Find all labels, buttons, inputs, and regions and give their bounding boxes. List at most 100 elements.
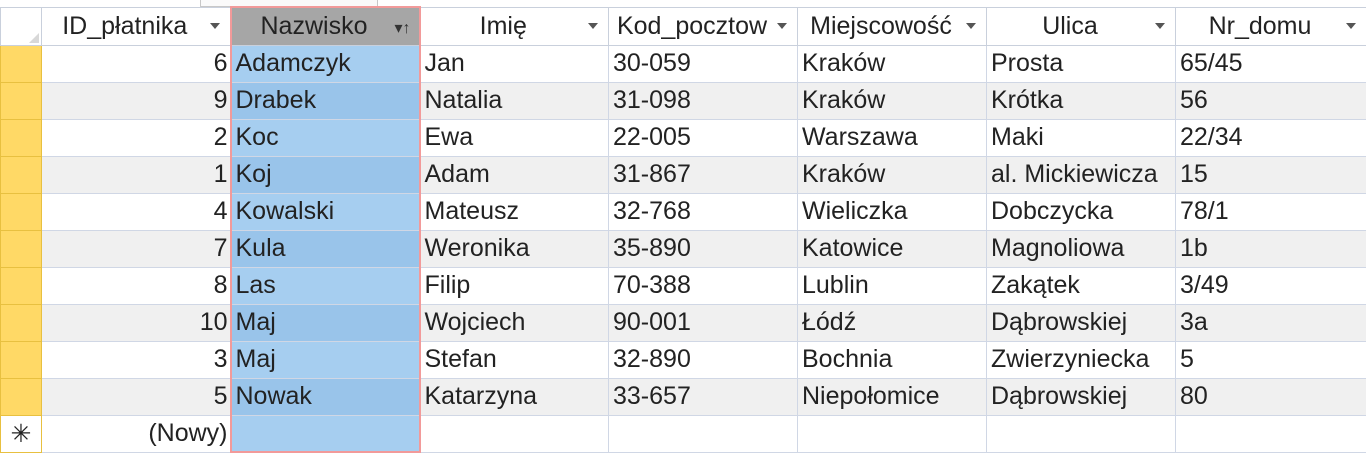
cell-nr_domu[interactable]: 3a (1175, 303, 1366, 342)
record-selector[interactable] (0, 155, 42, 194)
column-header-nazwisko[interactable]: Nazwisko ▾↑ (229, 6, 421, 46)
cell-kod[interactable]: 31-867 (608, 155, 798, 194)
cell-nazwisko[interactable]: Kula (229, 229, 421, 268)
new-cell-kod[interactable] (608, 414, 798, 453)
cell-kod[interactable]: 31-098 (608, 81, 798, 120)
cell-nazwisko[interactable]: Koj (229, 155, 421, 194)
record-selector[interactable] (0, 118, 42, 157)
cell-imie[interactable]: Jan (419, 44, 609, 83)
cell-nr_domu[interactable]: 56 (1175, 81, 1366, 120)
cell-id[interactable]: 5 (41, 377, 231, 416)
column-header-imie[interactable]: Imię (419, 6, 609, 46)
cell-ulica[interactable]: Dąbrowskiej (986, 377, 1176, 416)
cell-kod[interactable]: 32-890 (608, 340, 798, 379)
cell-ulica[interactable]: Magnoliowa (986, 229, 1176, 268)
cell-id[interactable]: 1 (41, 155, 231, 194)
column-header-ulica[interactable]: Ulica (986, 6, 1176, 46)
cell-ulica[interactable]: Zakątek (986, 266, 1176, 305)
chevron-down-icon[interactable] (777, 22, 787, 29)
cell-nazwisko[interactable]: Las (229, 266, 421, 305)
cell-ulica[interactable]: Krótka (986, 81, 1176, 120)
cell-nazwisko[interactable]: Adamczyk (229, 44, 421, 83)
chevron-down-icon[interactable] (966, 22, 976, 29)
cell-imie[interactable]: Filip (419, 266, 609, 305)
cell-nr_domu[interactable]: 78/1 (1175, 192, 1366, 231)
cell-miejscowosc[interactable]: Kraków (797, 155, 987, 194)
column-header-nr-domu[interactable]: Nr_domu (1175, 6, 1366, 46)
cell-miejscowosc[interactable]: Niepołomice (797, 377, 987, 416)
cell-kod[interactable]: 32-768 (608, 192, 798, 231)
cell-imie[interactable]: Wojciech (419, 303, 609, 342)
new-cell-imie[interactable] (419, 414, 609, 453)
column-header-id[interactable]: ID_płatnika (41, 6, 231, 46)
cell-kod[interactable]: 33-657 (608, 377, 798, 416)
cell-id[interactable]: 2 (41, 118, 231, 157)
chevron-down-icon[interactable] (1155, 22, 1165, 29)
record-selector[interactable] (0, 266, 42, 305)
column-header-miejscowosc[interactable]: Miejscowość (797, 6, 987, 46)
cell-miejscowosc[interactable]: Wieliczka (797, 192, 987, 231)
record-selector[interactable] (0, 192, 42, 231)
cell-id[interactable]: 3 (41, 340, 231, 379)
new-cell-nazwisko[interactable] (229, 414, 421, 453)
cell-nr_domu[interactable]: 3/49 (1175, 266, 1366, 305)
cell-ulica[interactable]: Zwierzyniecka (986, 340, 1176, 379)
cell-kod[interactable]: 35-890 (608, 229, 798, 268)
cell-id[interactable]: 10 (41, 303, 231, 342)
cell-nr_domu[interactable]: 80 (1175, 377, 1366, 416)
cell-kod[interactable]: 90-001 (608, 303, 798, 342)
cell-imie[interactable]: Stefan (419, 340, 609, 379)
cell-imie[interactable]: Weronika (419, 229, 609, 268)
cell-nr_domu[interactable]: 5 (1175, 340, 1366, 379)
cell-imie[interactable]: Ewa (419, 118, 609, 157)
cell-miejscowosc[interactable]: Łódź (797, 303, 987, 342)
cell-nazwisko[interactable]: Nowak (229, 377, 421, 416)
new-cell-id[interactable]: (Nowy) (41, 414, 231, 453)
sort-ascending-icon[interactable]: ▾↑ (394, 20, 411, 37)
new-cell-miejscowosc[interactable] (797, 414, 987, 453)
cell-miejscowosc[interactable]: Kraków (797, 81, 987, 120)
cell-id[interactable]: 6 (41, 44, 231, 83)
cell-nr_domu[interactable]: 15 (1175, 155, 1366, 194)
cell-id[interactable]: 9 (41, 81, 231, 120)
new-cell-nr_domu[interactable] (1175, 414, 1366, 453)
cell-id[interactable]: 7 (41, 229, 231, 268)
cell-id[interactable]: 4 (41, 192, 231, 231)
cell-ulica[interactable]: Dąbrowskiej (986, 303, 1176, 342)
cell-ulica[interactable]: Prosta (986, 44, 1176, 83)
cell-ulica[interactable]: Dobczycka (986, 192, 1176, 231)
cell-miejscowosc[interactable]: Bochnia (797, 340, 987, 379)
cell-miejscowosc[interactable]: Kraków (797, 44, 987, 83)
cell-nr_domu[interactable]: 65/45 (1175, 44, 1366, 83)
new-record-icon[interactable]: ✳ (0, 414, 42, 453)
cell-miejscowosc[interactable]: Katowice (797, 229, 987, 268)
cell-id[interactable]: 8 (41, 266, 231, 305)
cell-imie[interactable]: Katarzyna (419, 377, 609, 416)
cell-miejscowosc[interactable]: Lublin (797, 266, 987, 305)
cell-imie[interactable]: Mateusz (419, 192, 609, 231)
cell-ulica[interactable]: al. Mickiewicza (986, 155, 1176, 194)
chevron-down-icon[interactable] (1346, 22, 1356, 29)
cell-miejscowosc[interactable]: Warszawa (797, 118, 987, 157)
cell-nazwisko[interactable]: Koc (229, 118, 421, 157)
chevron-down-icon[interactable] (209, 22, 220, 29)
chevron-down-icon[interactable] (588, 22, 598, 29)
new-cell-ulica[interactable] (986, 414, 1176, 453)
cell-imie[interactable]: Adam (419, 155, 609, 194)
cell-kod[interactable]: 22-005 (608, 118, 798, 157)
cell-nazwisko[interactable]: Kowalski (229, 192, 421, 231)
cell-nazwisko[interactable]: Maj (229, 303, 421, 342)
cell-ulica[interactable]: Maki (986, 118, 1176, 157)
cell-nr_domu[interactable]: 1b (1175, 229, 1366, 268)
cell-kod[interactable]: 30-059 (608, 44, 798, 83)
column-header-kod[interactable]: Kod_pocztow (608, 6, 798, 46)
record-selector[interactable] (0, 44, 42, 83)
select-all-corner[interactable] (0, 6, 42, 46)
cell-kod[interactable]: 70-388 (608, 266, 798, 305)
cell-nr_domu[interactable]: 22/34 (1175, 118, 1366, 157)
cell-imie[interactable]: Natalia (419, 81, 609, 120)
record-selector[interactable] (0, 81, 42, 120)
record-selector[interactable] (0, 303, 42, 342)
cell-nazwisko[interactable]: Maj (229, 340, 421, 379)
record-selector[interactable] (0, 340, 42, 379)
